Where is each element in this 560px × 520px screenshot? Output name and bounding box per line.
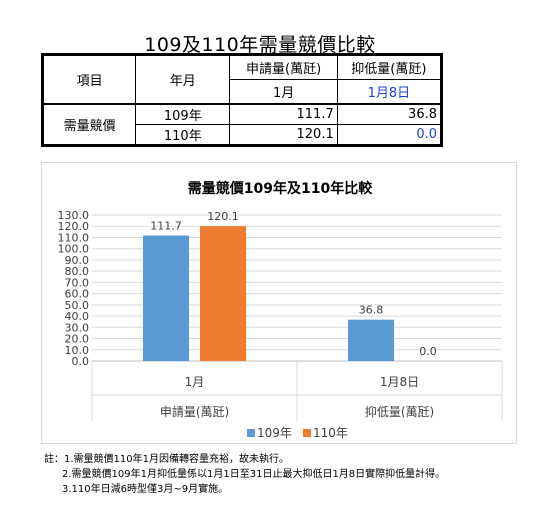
y-tick-label: 10.0	[65, 344, 90, 357]
row-apply-value: 120.1	[229, 123, 338, 146]
footnote-3: 3.110年日減6時型僅3月~9月實施。	[62, 484, 229, 495]
y-tick-label: 130.0	[58, 209, 90, 222]
y-tick-label: 50.0	[65, 299, 90, 312]
y-tick-label: 0.0	[72, 355, 90, 368]
row-suppress-value: 0.0	[336, 123, 443, 146]
y-tick-label: 40.0	[65, 310, 90, 323]
y-tick-label: 20.0	[65, 333, 90, 346]
data-label: 36.8	[359, 304, 384, 317]
legend-label: 109年	[257, 426, 292, 440]
bar	[143, 235, 189, 361]
footnotes: 註：1.需量競價110年1月因備轉容量充裕，故未執行。 2.需量競價109年1月…	[44, 452, 560, 497]
row-apply-value: 111.7	[229, 102, 338, 125]
y-tick-label: 120.0	[58, 220, 90, 233]
data-label: 111.7	[150, 220, 182, 233]
header-year: 年月	[135, 54, 231, 104]
y-tick-label: 90.0	[65, 254, 90, 267]
footnote-1: 註：1.需量競價110年1月因備轉容量充裕，故未執行。	[44, 454, 289, 465]
data-label: 120.1	[207, 210, 239, 223]
header-item: 項目	[41, 54, 137, 104]
row-year: 110年	[135, 123, 231, 146]
bar	[200, 226, 246, 361]
chart-title: 需量競價109年及110年比較	[188, 180, 373, 197]
y-tick-label: 60.0	[65, 288, 90, 301]
group-label: 申請量(萬瓩)	[160, 405, 229, 419]
row-year: 109年	[135, 102, 231, 125]
footnote-2: 2.需量競價109年1月抑低量係以1月1日至31日止最大抑低日1月8日實際抑低量…	[62, 469, 446, 480]
bar-chart: 需量競價109年及110年比較0.010.020.030.040.050.060…	[58, 180, 503, 440]
category-label: 1月	[185, 375, 205, 389]
y-tick-label: 80.0	[65, 265, 90, 278]
legend-label: 110年	[313, 426, 348, 440]
legend-swatch	[303, 429, 311, 437]
row-suppress-value: 36.8	[336, 102, 443, 125]
page-title: 109及110年需量競價比較	[144, 34, 376, 56]
y-tick-label: 70.0	[65, 276, 90, 289]
chart-frame: 需量競價109年及110年比較 0.0 10.0 20.0 30.0 40.0 50.0 60…	[41, 162, 517, 444]
subheader-month: 1月	[229, 79, 338, 104]
header-suppress: 抑低量(萬瓩)	[336, 54, 443, 80]
legend-swatch	[247, 429, 255, 437]
group-label: 抑低量(萬瓩)	[365, 404, 434, 419]
data-label: 0.0	[419, 345, 437, 358]
summary-table: 項目 年月 申請量(萬瓩) 抑低量(萬瓩) 1月 1月8日 需量競價 109年 …	[41, 53, 443, 147]
category-label: 1月8日	[380, 375, 419, 389]
y-tick-label: 110.0	[58, 231, 90, 244]
y-tick-label: 100.0	[58, 243, 90, 256]
subheader-date: 1月8日	[336, 79, 443, 104]
y-tick-label: 30.0	[65, 321, 90, 334]
header-apply: 申請量(萬瓩)	[229, 54, 338, 80]
bar	[348, 319, 394, 361]
row-label: 需量競價	[41, 102, 137, 146]
